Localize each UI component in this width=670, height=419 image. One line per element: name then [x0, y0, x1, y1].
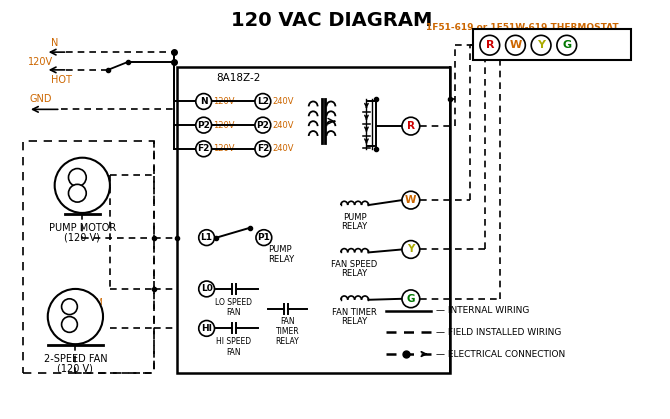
Text: LO SPEED
FAN: LO SPEED FAN: [215, 298, 252, 317]
Bar: [473, 29, 631, 60]
Text: R: R: [486, 40, 494, 50]
Text: COM: COM: [83, 298, 103, 307]
Text: P2: P2: [257, 121, 269, 129]
Text: RELAY: RELAY: [342, 269, 368, 278]
Text: GND: GND: [29, 94, 52, 104]
Text: 120V: 120V: [214, 144, 235, 153]
Circle shape: [255, 141, 271, 157]
Circle shape: [480, 35, 500, 55]
Circle shape: [48, 289, 103, 344]
Text: G: G: [407, 294, 415, 304]
Text: 240V: 240V: [273, 121, 294, 129]
Bar: [23, 141, 154, 373]
Circle shape: [68, 168, 86, 186]
Circle shape: [531, 35, 551, 55]
Text: FAN SPEED: FAN SPEED: [332, 260, 378, 269]
Text: PUMP: PUMP: [343, 213, 366, 222]
Text: HI: HI: [66, 321, 74, 327]
Text: Y: Y: [537, 40, 545, 50]
Text: — ELECTRICAL CONNECTION: — ELECTRICAL CONNECTION: [436, 349, 565, 359]
Text: Y: Y: [407, 244, 415, 254]
Text: PUMP
RELAY: PUMP RELAY: [268, 245, 294, 264]
Text: HI: HI: [201, 324, 212, 333]
Text: FAN
TIMER
RELAY: FAN TIMER RELAY: [275, 316, 299, 347]
Text: HOT: HOT: [51, 75, 72, 85]
Text: 120V: 120V: [214, 121, 235, 129]
Text: (120 V): (120 V): [58, 364, 93, 374]
Text: 120V: 120V: [28, 57, 53, 67]
Text: F2: F2: [198, 144, 210, 153]
Text: FAN TIMER: FAN TIMER: [332, 308, 377, 317]
Text: 240V: 240V: [273, 97, 294, 106]
Text: P1: P1: [257, 233, 270, 242]
Circle shape: [68, 184, 86, 202]
Circle shape: [506, 35, 525, 55]
Circle shape: [256, 230, 272, 246]
Text: (120 V): (120 V): [64, 233, 100, 243]
Circle shape: [255, 117, 271, 133]
Circle shape: [55, 158, 110, 213]
Circle shape: [255, 93, 271, 109]
Text: — FIELD INSTALLED WIRING: — FIELD INSTALLED WIRING: [436, 328, 561, 337]
Text: 120 VAC DIAGRAM: 120 VAC DIAGRAM: [231, 11, 433, 30]
Circle shape: [402, 191, 419, 209]
Text: G: G: [562, 40, 572, 50]
Text: L2: L2: [257, 97, 269, 106]
Circle shape: [196, 141, 212, 157]
Text: W: W: [405, 195, 417, 205]
Text: 8A18Z-2: 8A18Z-2: [216, 73, 261, 83]
Circle shape: [62, 316, 77, 332]
Text: L0: L0: [201, 285, 212, 293]
Text: PUMP MOTOR: PUMP MOTOR: [49, 223, 116, 233]
Text: 2-SPEED FAN: 2-SPEED FAN: [44, 354, 107, 364]
Circle shape: [62, 299, 77, 315]
Text: 240V: 240V: [273, 144, 294, 153]
Circle shape: [199, 230, 214, 246]
Circle shape: [402, 117, 419, 135]
Circle shape: [402, 241, 419, 259]
Bar: [177, 67, 450, 373]
Circle shape: [557, 35, 577, 55]
Text: F2: F2: [257, 144, 269, 153]
Circle shape: [199, 281, 214, 297]
Text: 1F51-619 or 1F51W-619 THERMOSTAT: 1F51-619 or 1F51W-619 THERMOSTAT: [425, 23, 618, 31]
Text: RELAY: RELAY: [342, 222, 368, 231]
Circle shape: [196, 93, 212, 109]
Text: N: N: [51, 38, 58, 48]
Circle shape: [199, 321, 214, 336]
Circle shape: [402, 290, 419, 308]
Text: 120V: 120V: [214, 97, 235, 106]
Text: L1: L1: [200, 233, 212, 242]
Text: RELAY: RELAY: [342, 316, 368, 326]
Text: W: W: [509, 40, 521, 50]
Text: P2: P2: [197, 121, 210, 129]
Text: R: R: [407, 121, 415, 131]
Text: N: N: [200, 97, 208, 106]
Text: — INTERNAL WIRING: — INTERNAL WIRING: [436, 306, 529, 315]
Text: HI SPEED
FAN: HI SPEED FAN: [216, 337, 251, 357]
Circle shape: [196, 117, 212, 133]
Text: LO: LO: [64, 304, 74, 310]
